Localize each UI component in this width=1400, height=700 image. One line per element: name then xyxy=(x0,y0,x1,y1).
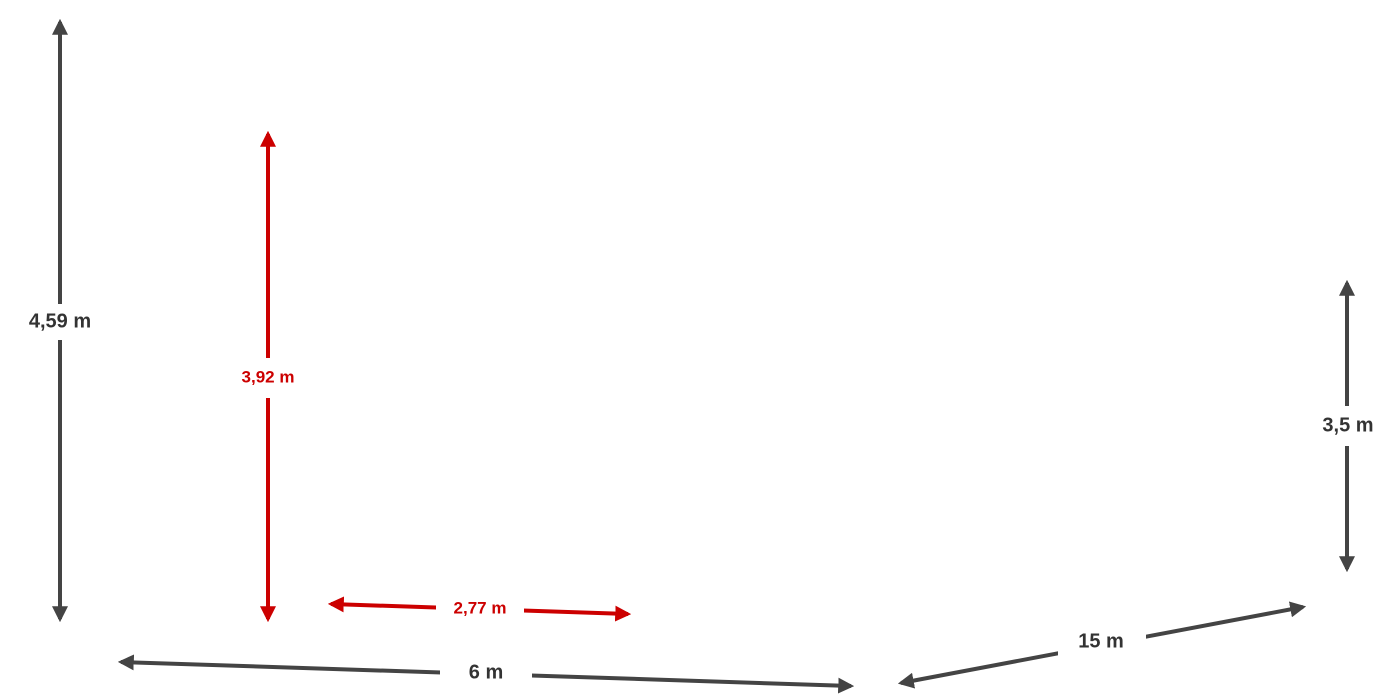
label-bg xyxy=(1058,624,1146,660)
dimension: 2,77 m xyxy=(327,594,632,624)
label-bg xyxy=(20,304,100,340)
dimension: 3,5 m xyxy=(1310,279,1386,573)
dimension: 15 m xyxy=(897,601,1307,689)
label-bg xyxy=(436,594,524,624)
dimension: 4,59 m xyxy=(20,18,100,623)
label-bg xyxy=(440,656,532,690)
dimension-label: 2,77 m xyxy=(454,598,507,617)
dimension-label: 4,59 m xyxy=(29,310,91,332)
label-bg xyxy=(232,358,304,398)
dimension-label: 6 m xyxy=(469,661,503,683)
dimension: 6 m xyxy=(117,654,855,694)
dimension-label: 3,92 m xyxy=(242,367,295,386)
dimension-label: 15 m xyxy=(1078,630,1124,652)
dimension-label: 3,5 m xyxy=(1322,414,1373,436)
label-bg xyxy=(1310,406,1386,446)
dimension: 3,92 m xyxy=(232,130,304,623)
